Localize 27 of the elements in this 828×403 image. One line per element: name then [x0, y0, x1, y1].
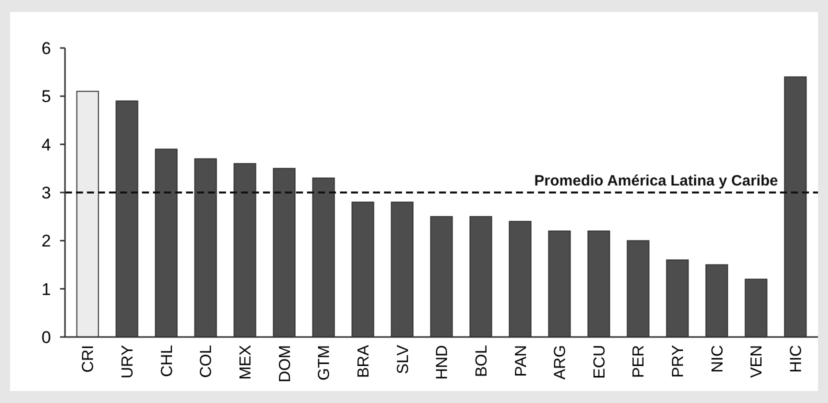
x-tick-label: CHL [158, 344, 176, 378]
x-tick-label: VEN [748, 345, 766, 378]
y-tick-label: 2 [42, 232, 51, 251]
y-tick-label: 5 [42, 87, 51, 106]
x-tick-label: NIC [709, 345, 726, 373]
y-tick-label: 3 [42, 183, 51, 202]
ref-line-label: Promedio América Latina y Caribe [534, 172, 778, 190]
x-tick-label: BOL [473, 344, 490, 378]
x-tick-label: HND [434, 345, 452, 380]
x-tick-label: DOM [276, 345, 294, 382]
y-tick-label: 6 [42, 38, 51, 58]
x-tick-label: ARG [552, 345, 570, 380]
x-tick-label: ECU [591, 345, 608, 379]
y-tick-label: 1 [42, 280, 51, 299]
x-tick-label: HIC [788, 345, 805, 373]
y-tick-label: 0 [42, 328, 51, 347]
x-tick-label: PRY [670, 344, 688, 378]
x-tick-label: COL [198, 344, 216, 378]
x-tick-label: BRA [355, 344, 372, 378]
x-tick-label: CRI [80, 345, 98, 373]
x-tick-label: MEX [237, 344, 254, 380]
x-tick-label: PER [630, 345, 648, 378]
y-tick-label: 4 [42, 135, 51, 154]
x-tick-label: SLV [394, 344, 412, 374]
x-tick-label: GTM [316, 345, 334, 381]
x-tick-label: PAN [512, 345, 530, 377]
x-tick-label: URY [120, 344, 137, 378]
